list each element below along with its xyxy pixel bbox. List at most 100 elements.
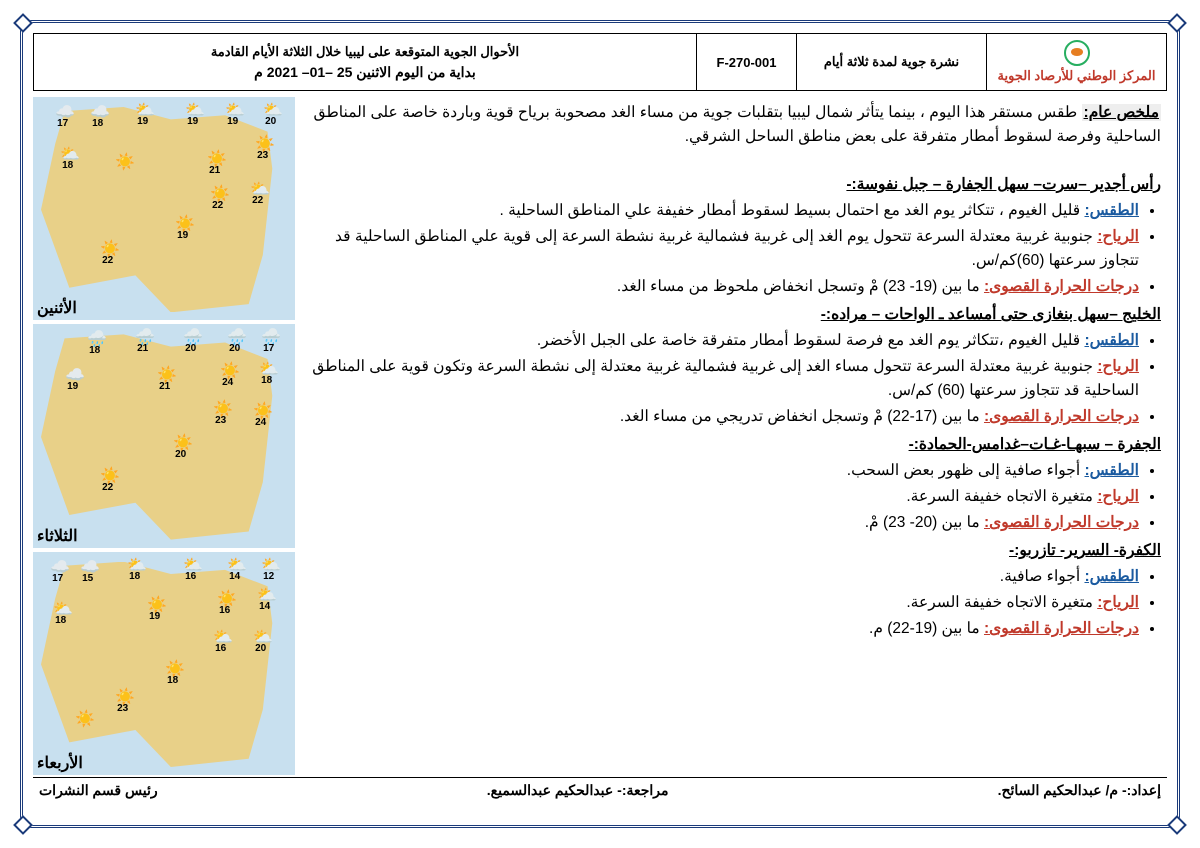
temperature-value: 20 — [255, 644, 266, 654]
weather-icon: ☁️17 — [50, 560, 70, 576]
region-heading: الكفرة- السرير- تازربو:- — [305, 539, 1161, 563]
maps-column: ⛅20⛅19⛅19⛅19☁️18☁️17☀️23☀️21☀️⛅18⛅22☀️22… — [33, 97, 295, 775]
forecast-line: درجات الحرارة القصوى: ما بين (19-22) م. — [305, 617, 1139, 641]
keyword-weather: الطقس: — [1084, 202, 1139, 219]
bulletin-type: نشرة جوية لمدة ثلاثة أيام — [797, 34, 987, 91]
weather-icon: ☀️21 — [157, 368, 177, 384]
temperature-value: 23 — [117, 704, 128, 714]
corner-decoration — [1167, 815, 1187, 835]
weather-icon: ☀️ — [115, 155, 135, 171]
subtitle: بداية من اليوم الاثنين 25 –01– 2021 م — [40, 64, 690, 81]
temperature-value: 16 — [215, 644, 226, 654]
document-code: F-270-001 — [697, 34, 797, 91]
keyword-wind: الرياح: — [1097, 228, 1139, 245]
temperature-value: 23 — [257, 151, 268, 161]
corner-decoration — [13, 13, 33, 33]
keyword-temp: درجات الحرارة القصوى: — [984, 620, 1139, 637]
temperature-value: 19 — [227, 117, 238, 127]
forecast-line: درجات الحرارة القصوى: ما بين (17-22) مْ … — [305, 405, 1139, 429]
weather-icon: ☀️23 — [255, 137, 275, 153]
weather-icon: ☀️19 — [175, 217, 195, 233]
region-heading: رأس أجدير –سرت– سهل الجفارة – جبل نفوسة:… — [305, 173, 1161, 197]
temperature-value: 15 — [82, 574, 93, 584]
weather-icon: ☀️21 — [207, 152, 227, 168]
weather-icon: ☁️18 — [90, 105, 110, 121]
temperature-value: 22 — [252, 196, 263, 206]
forecast-line: الطقس: أجواء صافية إلى ظهور بعض السحب. — [305, 459, 1139, 483]
weather-icon: ☀️23 — [213, 402, 233, 418]
temperature-value: 20 — [265, 117, 276, 127]
prepared-by: إعداد:- م/ عبدالحكيم السائح. — [998, 782, 1161, 799]
weather-icon: 🌧️20 — [183, 330, 203, 346]
weather-icon: ⛅12 — [261, 558, 281, 574]
weather-icon: ☀️22 — [210, 187, 230, 203]
center-logo-icon — [1064, 40, 1090, 66]
temperature-value: 24 — [255, 418, 266, 428]
summary-label: ملخص عام: — [1082, 104, 1161, 121]
temperature-value: 19 — [149, 612, 160, 622]
forecast-map: ⛅20⛅19⛅19⛅19☁️18☁️17☀️23☀️21☀️⛅18⛅22☀️22… — [33, 97, 295, 320]
keyword-temp: درجات الحرارة القصوى: — [984, 408, 1139, 425]
weather-icon: ☀️20 — [173, 436, 193, 452]
weather-icon: ☀️23 — [115, 690, 135, 706]
temperature-value: 12 — [263, 572, 274, 582]
title-cell: الأحوال الجوية المتوقعة على ليبيا خلال ا… — [34, 34, 697, 91]
temperature-value: 21 — [209, 166, 220, 176]
weather-icon: 🌧️17 — [261, 330, 281, 346]
temperature-value: 16 — [219, 606, 230, 616]
forecast-line: الطقس: قليل الغيوم ، تتكاثر يوم الغد مع … — [305, 199, 1139, 223]
forecast-line: الطقس: قليل الغيوم ،تتكاثر يوم الغد مع ف… — [305, 329, 1139, 353]
temperature-value: 21 — [159, 382, 170, 392]
section-head: رئيس قسم النشرات — [39, 782, 158, 799]
summary-text: طقس مستقر هذا اليوم ، بينما يتأثر شمال ل… — [314, 104, 1161, 145]
temperature-value: 14 — [229, 572, 240, 582]
forecast-line: درجات الحرارة القصوى: ما بين (20- 23) مْ… — [305, 511, 1139, 535]
temperature-value: 18 — [89, 346, 100, 356]
keyword-weather: الطقس: — [1084, 462, 1139, 479]
weather-icon: ⛅18 — [259, 362, 279, 378]
weather-icon: ⛅22 — [250, 182, 270, 198]
keyword-weather: الطقس: — [1084, 568, 1139, 585]
weather-icon: ⛅20 — [263, 103, 283, 119]
main-title: الأحوال الجوية المتوقعة على ليبيا خلال ا… — [40, 44, 690, 60]
page-frame: المركز الوطني للأرصاد الجوية نشرة جوية ل… — [20, 20, 1180, 828]
temperature-value: 19 — [177, 231, 188, 241]
forecast-line: الرياح: متغيرة الاتجاه خفيفة السرعة. — [305, 485, 1139, 509]
prepared-by-label: إعداد:- م/ — [1106, 782, 1162, 798]
temperature-value: 19 — [67, 382, 78, 392]
temperature-value: 20 — [185, 344, 196, 354]
body-area: ملخص عام: طقس مستقر هذا اليوم ، بينما يت… — [33, 97, 1167, 775]
weather-icon: ⛅14 — [227, 558, 247, 574]
weather-icon: ⛅16 — [183, 558, 203, 574]
temperature-value: 17 — [263, 344, 274, 354]
weather-icon: ⛅18 — [53, 602, 73, 618]
prepared-by-name: عبدالحكيم السائح. — [998, 782, 1102, 798]
keyword-temp: درجات الحرارة القصوى: — [984, 278, 1139, 295]
temperature-value: 18 — [62, 161, 73, 171]
weather-icon: ⛅18 — [60, 147, 80, 163]
weather-icon: 🌧️18 — [87, 332, 107, 348]
forecast-line: الرياح: متغيرة الاتجاه خفيفة السرعة. — [305, 591, 1139, 615]
forecast-line: درجات الحرارة القصوى: ما بين (19- 23) مْ… — [305, 275, 1139, 299]
forecast-line: الرياح: جنوبية غربية معتدلة السرعة تتحول… — [305, 355, 1139, 403]
center-logo-cell: المركز الوطني للأرصاد الجوية — [987, 34, 1167, 91]
day-label: الأثنين — [37, 298, 77, 318]
temperature-value: 18 — [261, 376, 272, 386]
forecast-map: ⛅12⛅14⛅16⛅18☁️15☁️17⛅14☀️16☀️19⛅18⛅20⛅16… — [33, 552, 295, 775]
temperature-value: 16 — [185, 572, 196, 582]
weather-icon: ☀️ — [75, 712, 95, 728]
forecast-text-column: ملخص عام: طقس مستقر هذا اليوم ، بينما يت… — [295, 97, 1167, 775]
summary-paragraph: ملخص عام: طقس مستقر هذا اليوم ، بينما يت… — [305, 101, 1161, 149]
weather-icon: ☀️24 — [220, 364, 240, 380]
temperature-value: 18 — [92, 119, 103, 129]
weather-icon: ⛅14 — [257, 588, 277, 604]
weather-icon: ⛅19 — [185, 103, 205, 119]
weather-icon: ☀️22 — [100, 469, 120, 485]
temperature-value: 22 — [102, 256, 113, 266]
day-label: الأربعاء — [37, 753, 83, 773]
reviewed-by: مراجعة:- عبدالحكيم عبدالسميع. — [487, 782, 669, 799]
keyword-weather: الطقس: — [1084, 332, 1139, 349]
temperature-value: 19 — [187, 117, 198, 127]
keyword-wind: الرياح: — [1097, 488, 1139, 505]
corner-decoration — [13, 815, 33, 835]
